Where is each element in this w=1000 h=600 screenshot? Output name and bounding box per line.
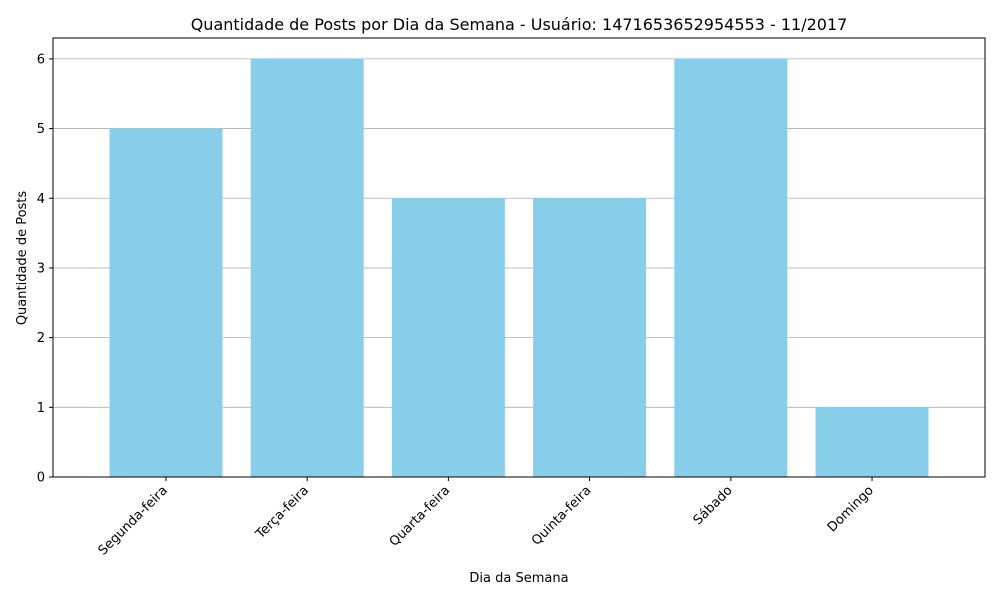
chart-title: Quantidade de Posts por Dia da Semana - … bbox=[191, 15, 848, 34]
x-axis-ticks: Segunda-feira Terça-feira Quarta-feira Quin… bbox=[96, 477, 877, 558]
y-axis-label: Quantidade de Posts bbox=[15, 191, 30, 326]
bar bbox=[815, 407, 929, 477]
x-axis-label: Dia da Semana bbox=[469, 571, 568, 586]
y-tick-label: 6 bbox=[37, 52, 45, 67]
bar bbox=[250, 58, 364, 478]
x-tick-label: Quarta-feira bbox=[387, 483, 454, 550]
y-tick-label: 0 bbox=[37, 471, 45, 486]
y-tick-label: 2 bbox=[37, 331, 45, 346]
x-tick-label: Sábado bbox=[691, 483, 736, 528]
x-tick-label: Terça-feira bbox=[253, 483, 312, 542]
bar bbox=[391, 198, 505, 477]
bar bbox=[109, 128, 223, 478]
x-tick-label: Segunda-feira bbox=[96, 483, 171, 558]
y-tick-label: 1 bbox=[37, 401, 45, 416]
y-tick-label: 5 bbox=[37, 122, 45, 137]
y-axis-ticks: 0 1 2 3 4 5 6 bbox=[37, 52, 53, 486]
y-tick-label: 4 bbox=[37, 192, 45, 207]
x-tick-label: Quinta-feira bbox=[529, 483, 594, 548]
x-tick-label: Domingo bbox=[825, 483, 877, 535]
y-tick-label: 3 bbox=[37, 261, 45, 276]
bar bbox=[533, 198, 647, 477]
bars bbox=[109, 58, 929, 478]
bar bbox=[674, 58, 788, 478]
plot-frame bbox=[52, 37, 986, 478]
